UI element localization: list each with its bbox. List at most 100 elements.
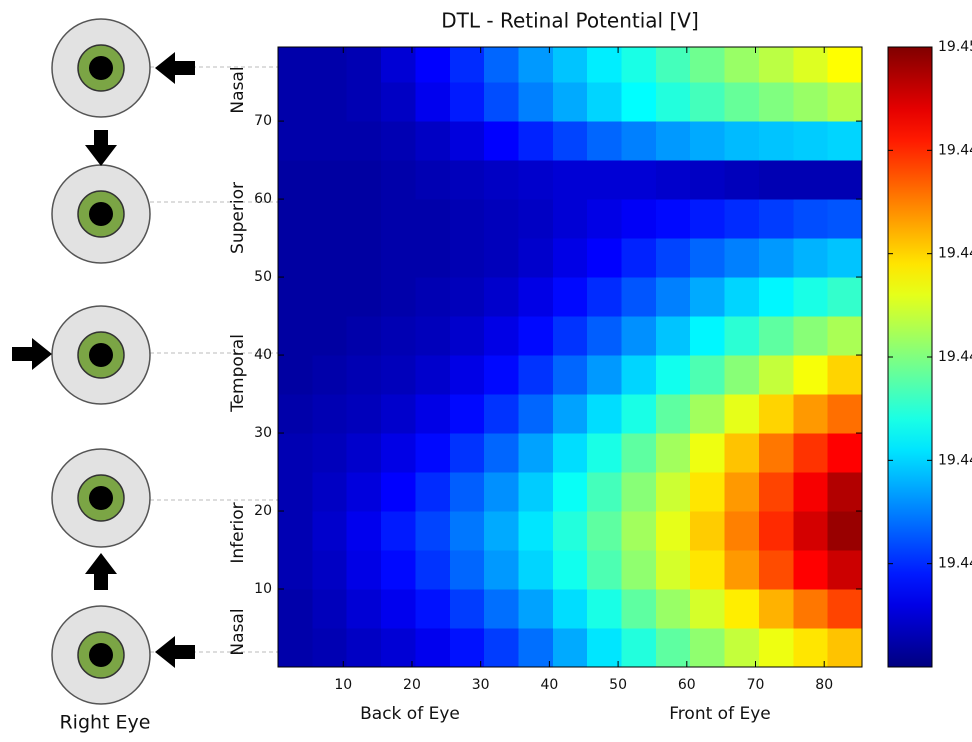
heatmap-cell xyxy=(621,511,657,551)
arrow-up xyxy=(85,553,117,590)
heatmap-cell xyxy=(312,628,348,667)
heatmap-cell xyxy=(724,47,760,83)
heatmap-cell xyxy=(552,82,588,122)
heatmap-cell xyxy=(484,394,520,434)
heatmap-cell xyxy=(381,277,417,317)
heatmap-cell xyxy=(827,511,862,551)
heatmap-cell xyxy=(552,433,588,473)
heatmap-cell xyxy=(518,589,554,629)
y-tick-label: 20 xyxy=(254,503,272,519)
heatmap-cell xyxy=(278,472,313,512)
heatmap-cell xyxy=(690,121,726,161)
arrow-left xyxy=(155,636,195,668)
heatmap-cell xyxy=(827,82,862,122)
heatmap-cell xyxy=(655,160,691,200)
heatmap-cell xyxy=(484,47,520,83)
heatmap-cell xyxy=(518,433,554,473)
heatmap-cell xyxy=(381,628,417,667)
x-tick-label: 60 xyxy=(678,677,696,693)
heatmap-cell xyxy=(415,199,451,239)
heatmap-cell xyxy=(484,121,520,161)
plot-frame xyxy=(277,46,863,668)
heatmap-cell xyxy=(484,199,520,239)
heatmap-cell xyxy=(518,394,554,434)
heatmap-cell xyxy=(587,277,623,317)
arrow-left xyxy=(155,52,195,84)
heatmap-cell xyxy=(552,550,588,590)
x-annotation: Front of Eye xyxy=(669,704,770,724)
heatmap-cell xyxy=(758,121,794,161)
heatmap-cell xyxy=(621,316,657,356)
heatmap-cell xyxy=(278,316,313,356)
heatmap-cell xyxy=(312,433,348,473)
heatmap-cell xyxy=(724,160,760,200)
heatmap-cell xyxy=(381,472,417,512)
eye-icon xyxy=(51,448,151,548)
heatmap-cell xyxy=(587,511,623,551)
heatmap-cell xyxy=(449,277,485,317)
heatmap-cell xyxy=(758,628,794,667)
heatmap-cell xyxy=(758,511,794,551)
heatmap-cell xyxy=(724,82,760,122)
heatmap-cell xyxy=(518,316,554,356)
heatmap-cell xyxy=(415,511,451,551)
heatmap-cell xyxy=(415,121,451,161)
heatmap-cell xyxy=(793,82,829,122)
heatmap-cell xyxy=(793,238,829,278)
heatmap-cell xyxy=(724,628,760,667)
heatmap-cell xyxy=(484,355,520,395)
heatmap-cell xyxy=(827,472,862,512)
heatmap-cell xyxy=(621,394,657,434)
heatmap-cell xyxy=(758,433,794,473)
heatmap-cell xyxy=(758,160,794,200)
heatmap-cell xyxy=(827,394,862,434)
heatmap-cell xyxy=(346,628,382,667)
heatmap-cell xyxy=(827,121,862,161)
heatmap-cell xyxy=(552,589,588,629)
heatmap-cell xyxy=(655,82,691,122)
heatmap-cell xyxy=(552,316,588,356)
colorbar-tick-label: 19.446 xyxy=(938,246,972,262)
heatmap-cell xyxy=(381,511,417,551)
heatmap-cell xyxy=(655,433,691,473)
heatmap-cell xyxy=(587,316,623,356)
heatmap-cell xyxy=(690,511,726,551)
heatmap-cell xyxy=(449,511,485,551)
heatmap-cell xyxy=(381,550,417,590)
heatmap-cell xyxy=(758,550,794,590)
heatmap-cell xyxy=(587,433,623,473)
heatmap-cell xyxy=(793,550,829,590)
heatmap-cell xyxy=(724,511,760,551)
heatmap-cell xyxy=(587,47,623,83)
heatmap-cell xyxy=(346,277,382,317)
heatmap-cell xyxy=(312,472,348,512)
heatmap-cell xyxy=(724,238,760,278)
heatmap-cell xyxy=(655,121,691,161)
y-annotation: Nasal xyxy=(228,608,248,655)
heatmap-cell xyxy=(621,47,657,83)
heatmap-cell xyxy=(449,199,485,239)
heatmap-cell xyxy=(793,472,829,512)
colorbar-tick-label: 19.444 xyxy=(938,349,972,365)
heatmap-cell xyxy=(346,433,382,473)
heatmap xyxy=(278,47,862,667)
heatmap-cell xyxy=(587,550,623,590)
heatmap-cell xyxy=(278,121,313,161)
heatmap-cell xyxy=(552,277,588,317)
heatmap-cell xyxy=(758,355,794,395)
heatmap-cell xyxy=(587,121,623,161)
heatmap-cell xyxy=(793,277,829,317)
heatmap-cell xyxy=(449,472,485,512)
eye-icon xyxy=(51,305,151,405)
eye-icon xyxy=(51,18,151,118)
heatmap-cell xyxy=(346,47,382,83)
heatmap-cell xyxy=(381,47,417,83)
eye-diagram: Right Eye xyxy=(12,18,320,734)
heatmap-cell xyxy=(449,82,485,122)
heatmap-cell xyxy=(621,355,657,395)
heatmap-cell xyxy=(827,47,862,83)
heatmap-cell xyxy=(518,199,554,239)
heatmap-cell xyxy=(449,550,485,590)
heatmap-cell xyxy=(518,511,554,551)
heatmap-cell xyxy=(552,47,588,83)
